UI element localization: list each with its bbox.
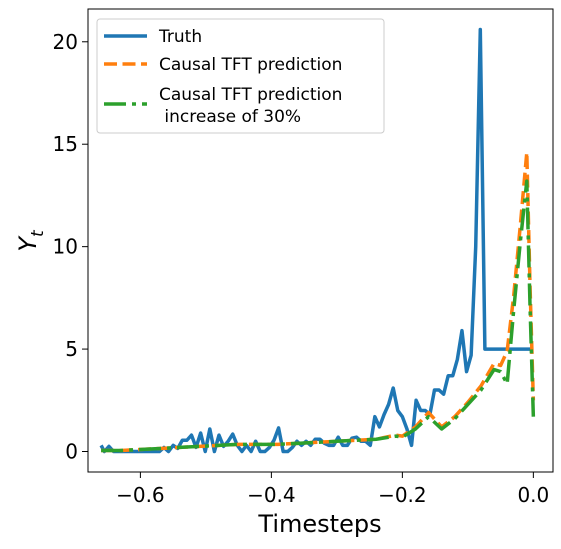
- y-tick-label: 0: [65, 440, 78, 464]
- legend-label-truth: Truth: [158, 27, 202, 47]
- legend-box: [96, 18, 385, 134]
- y-tick-label: 20: [53, 30, 78, 54]
- series-line-causal-tft: [101, 150, 536, 453]
- series-layer: [99, 27, 536, 454]
- x-ticks: −0.6 −0.4 −0.2 0.0: [116, 472, 549, 507]
- y-tick-label: 10: [53, 235, 78, 259]
- x-axis-label: Timesteps: [257, 510, 381, 538]
- legend-label-causal-tft-30-line1: Causal TFT prediction: [159, 85, 342, 105]
- series-line-causal-tft-30: [101, 179, 536, 453]
- legend: Truth Causal TFT prediction Causal TFT p…: [96, 18, 385, 134]
- y-ticks: 0 5 10 15 20: [53, 30, 88, 464]
- y-axis-label: Yt: [14, 229, 48, 252]
- y-axis-label-subscript: t: [28, 229, 48, 237]
- x-tick-label: 0.0: [517, 483, 549, 507]
- y-tick-label: 15: [53, 132, 78, 156]
- x-tick-label: −0.2: [378, 483, 427, 507]
- x-tick-label: −0.4: [247, 483, 296, 507]
- y-axis-label-group: Yt: [14, 229, 48, 252]
- legend-label-causal-tft-30-line2: increase of 30%: [159, 107, 301, 127]
- x-tick-label: −0.6: [116, 483, 165, 507]
- series-line-truth: [99, 27, 534, 454]
- y-axis-label-main: Y: [14, 235, 42, 252]
- y-tick-label: 5: [65, 337, 78, 361]
- legend-label-causal-tft: Causal TFT prediction: [159, 55, 342, 75]
- plot-frame: [87, 8, 554, 473]
